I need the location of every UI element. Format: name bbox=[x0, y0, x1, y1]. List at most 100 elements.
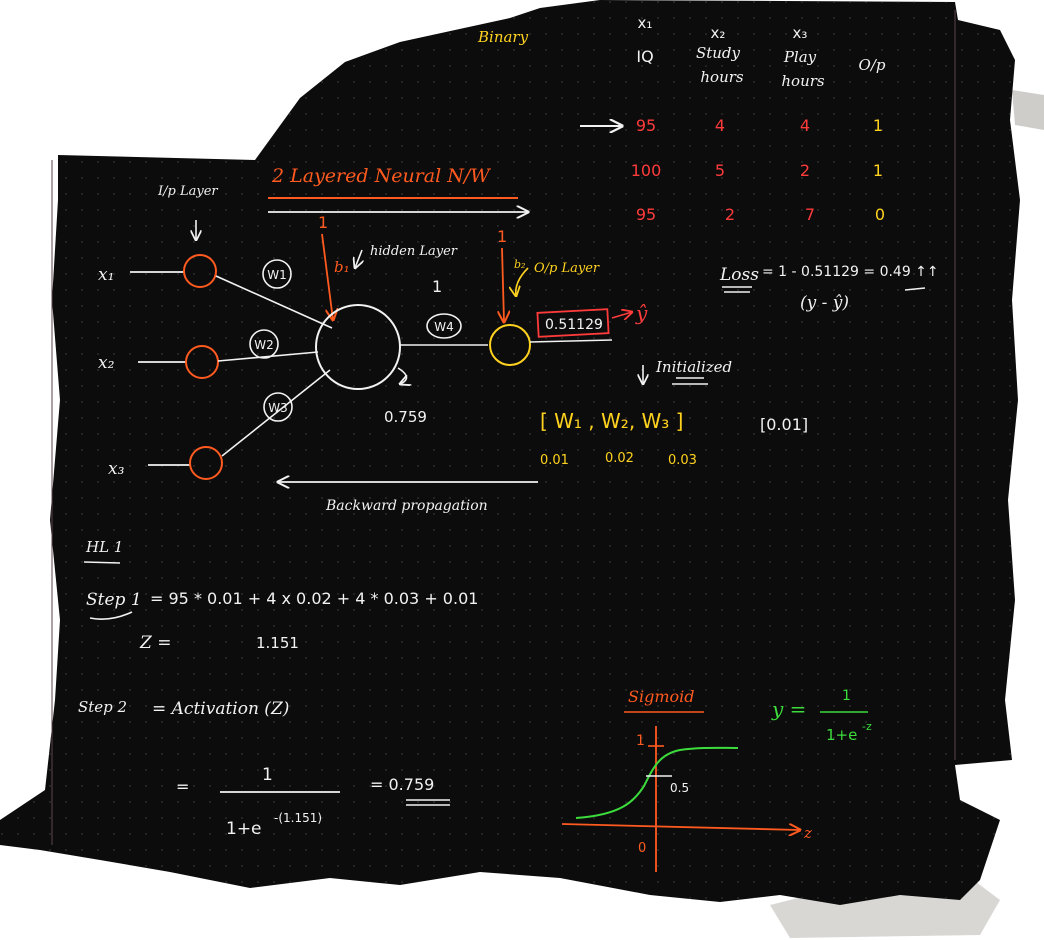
backprop-label: Backward propagation bbox=[325, 498, 488, 514]
fraction-numerator: 1 bbox=[262, 765, 273, 785]
col-play-header: Play bbox=[783, 48, 817, 66]
edge-w3 bbox=[221, 369, 331, 457]
bias-arrow-2 bbox=[502, 247, 504, 322]
col-play-var: x₃ bbox=[793, 24, 808, 42]
step1-underline bbox=[89, 611, 133, 620]
table-row: 95 2 7 0 bbox=[636, 205, 885, 224]
z-label: Z = bbox=[139, 633, 171, 653]
weight-w2: W2 bbox=[254, 338, 274, 352]
input-layer-label: I/p Layer bbox=[157, 184, 218, 199]
col-study-var: x₂ bbox=[711, 24, 726, 42]
sigmoid-formula-numerator: 1 bbox=[842, 688, 851, 704]
bias-b1: b₁ bbox=[334, 258, 350, 276]
y-hat-arrow bbox=[611, 312, 632, 318]
hidden-layer-arrow bbox=[355, 249, 362, 268]
output-value: 0.51129 bbox=[545, 317, 603, 333]
table-row: 100 5 2 1 bbox=[631, 161, 883, 180]
torn-paper-edge bbox=[1012, 90, 1044, 130]
step2-result: = 0.759 bbox=[370, 775, 434, 794]
input-node bbox=[185, 345, 219, 379]
weight-label: W2 bbox=[249, 329, 279, 359]
input-x2: x₂ bbox=[98, 353, 115, 373]
sigmoid-label: Sigmoid bbox=[628, 687, 694, 706]
hidden-layer-label: hidden Layer bbox=[370, 244, 458, 259]
loss-formula: (y - ŷ) bbox=[800, 293, 849, 313]
init-label: Initialized bbox=[655, 358, 732, 376]
col-output-header: O/p bbox=[859, 56, 886, 74]
table-row: 95 4 4 1 bbox=[636, 116, 883, 135]
data-table: x₁ IQ x₂ Study hours x₃ Play hours O/p bbox=[636, 14, 886, 90]
output-neuron bbox=[489, 324, 531, 366]
bias-arrow-1 bbox=[321, 233, 333, 320]
y-hat: ŷ bbox=[635, 301, 648, 325]
edge-w1 bbox=[215, 275, 333, 329]
sigmoid-axis-label: z bbox=[803, 824, 812, 842]
binary-label: Binary bbox=[477, 28, 529, 46]
hidden-neuron-count: 1 bbox=[432, 277, 442, 296]
input-node bbox=[189, 446, 223, 480]
col-study-header: Study bbox=[696, 44, 741, 62]
sigmoid-formula-exponent: -z bbox=[862, 720, 872, 733]
board-dot-grid bbox=[0, 0, 1020, 905]
init-weights-vector: [ W₁ , W₂, W₃ ] bbox=[540, 409, 684, 433]
sigmoid-x-axis bbox=[561, 823, 800, 830]
bias-b2: b₂ bbox=[514, 258, 525, 271]
sigmoid-curve bbox=[575, 746, 739, 819]
weight-label: W1 bbox=[262, 259, 292, 289]
network-title: 2 Layered Neural N/W bbox=[271, 165, 491, 187]
fraction-denominator: 1+e bbox=[226, 819, 262, 839]
output-line bbox=[529, 339, 613, 343]
sigmoid-formula-denominator: 1+e bbox=[826, 726, 857, 744]
sigmoid-origin: 0 bbox=[638, 841, 646, 856]
sigmoid-formula-y: y = bbox=[771, 697, 806, 721]
col-iq-var: x₁ bbox=[638, 14, 653, 32]
hidden-output-arrow bbox=[398, 367, 407, 384]
output-value-box bbox=[536, 308, 610, 338]
weight-w1: W1 bbox=[267, 268, 287, 282]
step1-expression: = 95 * 0.01 + 4 x 0.02 + 4 * 0.03 + 0.01 bbox=[150, 589, 478, 608]
table-cell: 4 bbox=[800, 116, 810, 135]
bias-value-2: 1 bbox=[497, 227, 507, 246]
table-cell: 7 bbox=[805, 205, 815, 224]
init-value-w3: 0.03 bbox=[668, 453, 697, 468]
step2-label: Step 2 bbox=[78, 698, 127, 716]
table-cell: 95 bbox=[636, 116, 656, 135]
output-layer-arrow bbox=[516, 267, 529, 296]
table-cell: 0 bbox=[875, 205, 885, 224]
weight-label: W4 bbox=[426, 313, 462, 339]
step2-expression: = Activation (Z) bbox=[152, 699, 289, 719]
output-layer-label: O/p Layer bbox=[534, 261, 600, 276]
init-value-w1: 0.01 bbox=[540, 453, 569, 468]
table-cell: 5 bbox=[715, 161, 725, 180]
table-cell: 2 bbox=[725, 205, 735, 224]
loss-value-underline bbox=[904, 287, 926, 291]
weight-w3: W3 bbox=[268, 401, 288, 415]
loss-equation: = 1 - 0.51129 = 0.49 ↑↑ bbox=[762, 264, 939, 280]
hl-underline bbox=[83, 561, 121, 564]
step2-eq-sign: = bbox=[176, 777, 189, 796]
fraction-exponent: -(1.151) bbox=[274, 811, 322, 825]
input-node bbox=[183, 254, 217, 288]
edge-w2 bbox=[217, 351, 319, 362]
input-x3: x₃ bbox=[108, 459, 125, 479]
z-value: 1.151 bbox=[256, 634, 299, 652]
loss-label: Loss bbox=[719, 265, 759, 285]
table-cell: 1 bbox=[873, 116, 883, 135]
table-cell: 2 bbox=[800, 161, 810, 180]
sigmoid-y-tick: 1 bbox=[636, 733, 645, 749]
init-bias-vector: [0.01] bbox=[760, 415, 808, 434]
weight-w4: W4 bbox=[434, 320, 454, 334]
step1-label: Step 1 bbox=[86, 590, 142, 610]
bias-value-1: 1 bbox=[318, 213, 328, 232]
table-cell: 4 bbox=[715, 116, 725, 135]
hl-label: HL 1 bbox=[85, 538, 123, 556]
input-x1: x₁ bbox=[98, 265, 114, 285]
col-study-sub: hours bbox=[700, 68, 744, 86]
table-cell: 100 bbox=[631, 161, 662, 180]
col-iq-header: IQ bbox=[636, 47, 653, 66]
hidden-neuron bbox=[315, 304, 401, 390]
init-value-w2: 0.02 bbox=[605, 451, 634, 466]
sigmoid-mid-label: 0.5 bbox=[670, 781, 689, 795]
col-play-sub: hours bbox=[781, 72, 825, 90]
